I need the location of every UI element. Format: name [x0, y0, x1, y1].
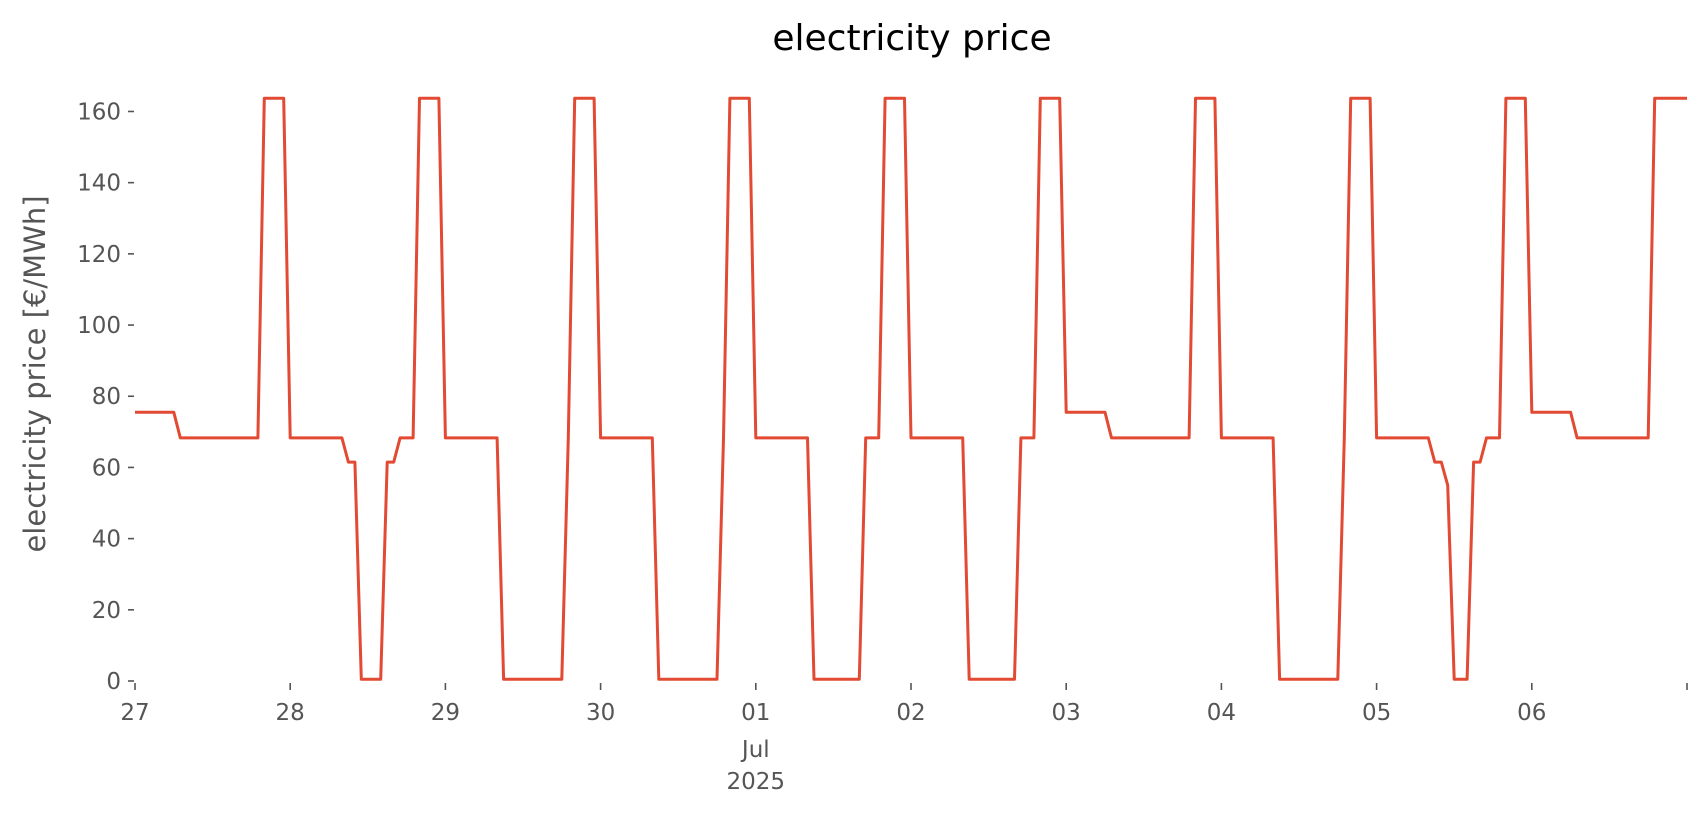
y-tick-label: 120: [77, 242, 121, 268]
y-tick-label: 160: [77, 99, 121, 125]
x-tick-label: 04: [1207, 700, 1236, 726]
x-tick-label: 30: [586, 700, 615, 726]
y-tick-label: 40: [92, 527, 121, 553]
x-tick-label: 05: [1362, 700, 1391, 726]
y-axis-label: electricity price [€/MWh]: [18, 195, 52, 552]
x-tick-sublabel: Jul: [740, 737, 770, 763]
x-axis-ticks: 27 28 29 30 01 Jul 2025 02 03 04 05 06: [120, 683, 1688, 795]
y-tick-label: 0: [106, 669, 121, 695]
x-tick-label: 02: [896, 700, 925, 726]
x-tick-sublabel: 2025: [727, 769, 786, 795]
y-tick-label: 80: [92, 384, 121, 410]
y-axis-ticks: 0 20 40 60 80 100 120 140 160: [77, 99, 134, 695]
y-tick-label: 20: [92, 598, 121, 624]
x-tick-label: 06: [1517, 700, 1546, 726]
x-tick-label: 01: [741, 700, 770, 726]
x-tick-label: 03: [1052, 700, 1081, 726]
y-tick-label: 140: [77, 171, 121, 197]
price-series-line: [135, 96, 1687, 681]
x-tick-label: 28: [276, 700, 305, 726]
x-tick-label: 27: [120, 700, 149, 726]
x-tick-label: 29: [431, 700, 460, 726]
y-tick-label: 100: [77, 313, 121, 339]
chart-title: electricity price: [772, 18, 1051, 59]
y-tick-label: 60: [92, 455, 121, 481]
